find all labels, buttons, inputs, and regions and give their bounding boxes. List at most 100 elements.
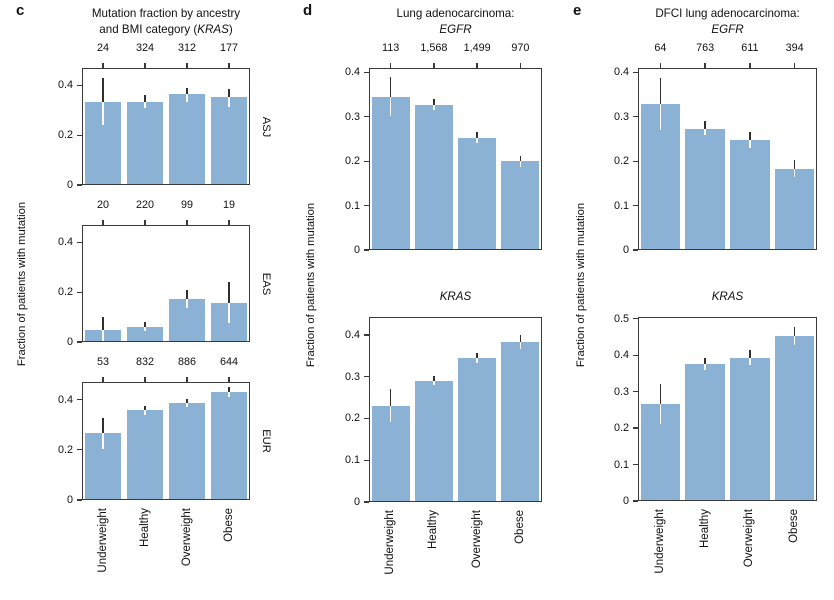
error-bar-lower (389, 405, 392, 422)
error-bar-upper (793, 326, 796, 337)
x-category-label: Obese (788, 509, 801, 543)
error-bar-upper (144, 95, 146, 102)
top-axis-tick (433, 62, 435, 68)
error-bar-upper (102, 317, 104, 330)
y-axis-tick (77, 184, 82, 186)
sample-count: 20 (96, 199, 109, 211)
y-tick-label: 0 (66, 494, 73, 506)
error-bar-lower (228, 97, 230, 107)
error-bar-upper (433, 99, 435, 105)
bar-e-kras-2 (730, 357, 770, 501)
sample-count: 394 (785, 42, 804, 54)
y-axis-tick (633, 354, 638, 356)
error-bar-upper (228, 386, 230, 393)
error-bar-lower (186, 94, 188, 102)
sample-count: 1,499 (463, 42, 491, 54)
subplot-d-kras: Underweight Healthy Overweight Obese 0 0.1 0.2… (345, 290, 542, 575)
x-category-label: Underweight (384, 510, 397, 575)
error-bar-lower (389, 96, 392, 116)
error-bar-lower (144, 410, 146, 415)
error-bar-upper (389, 76, 392, 97)
subplot-title-line: DFCI lung adenocarcinoma: (568, 6, 834, 21)
bar-d-kras-2 (458, 357, 497, 502)
error-bar-upper (519, 155, 522, 162)
x-category-label: Healthy (427, 510, 440, 549)
error-bar-upper (476, 132, 478, 138)
title-text: Lung adenocarcinoma: (396, 7, 515, 20)
error-bar-lower (144, 327, 146, 331)
y-tick-label: 0.1 (613, 458, 629, 471)
top-axis-tick (144, 219, 146, 225)
top-axis-tick (186, 62, 188, 68)
bar-c-eur-2 (168, 403, 206, 500)
top-axis-tick (144, 376, 146, 382)
error-bar-upper (144, 322, 146, 328)
bar-e-egfr-3 (774, 168, 815, 250)
y-axis-tick (364, 417, 369, 420)
y-tick-label: 0 (353, 496, 360, 508)
x-category-label: Overweight (470, 510, 483, 569)
sample-count: 99 (180, 199, 193, 211)
subplot-title-line: and BMI category (KRAS) (6, 22, 326, 37)
ancestry-side-label: EUR (260, 429, 272, 453)
gene-name: KRAS (197, 23, 229, 36)
y-tick-label: 0 (622, 495, 629, 507)
sample-count: 19 (222, 199, 235, 211)
gene-name: KRAS (711, 290, 744, 303)
error-bar-lower (186, 298, 188, 309)
error-bar-upper (102, 418, 104, 434)
top-axis-tick (519, 62, 522, 68)
subplot-title-line: EGFR (568, 22, 834, 37)
error-bar-upper (704, 121, 706, 129)
y-axis-tick (633, 391, 638, 393)
y-tick-label: 0.4 (344, 328, 360, 341)
y-tick-label: 0.4 (57, 236, 73, 249)
y-tick-label: 0.2 (344, 155, 360, 168)
y-axis-tick (77, 398, 82, 401)
sample-count: 113 (382, 42, 400, 54)
top-axis-tick (793, 62, 796, 68)
top-axis-tick (476, 62, 478, 68)
error-bar-lower (476, 137, 478, 143)
error-bar-lower (433, 104, 435, 111)
x-category-label: Underweight (96, 508, 109, 573)
y-tick-label: 0.3 (613, 110, 629, 123)
x-category-label: Healthy (138, 508, 151, 547)
y-axis-tick (364, 249, 369, 251)
sample-count: 970 (511, 42, 530, 54)
error-bar-lower (659, 404, 662, 424)
error-bar-lower (749, 139, 751, 148)
subplot-c-asj: 24 324 312 177 0 0.2 0.4 Mutation fraction by a… (58, 7, 272, 191)
x-category-label: Underweight (653, 509, 666, 574)
top-axis-tick (102, 376, 104, 382)
subplot-c-eur: 53 Underweight 832 Healthy 886 Overweight 644 O… (58, 356, 272, 573)
sample-count: 763 (696, 42, 715, 54)
bar-d-egfr-1 (414, 104, 453, 250)
error-bar-lower (186, 403, 188, 408)
subplot-e-kras: Underweight Healthy Overweight Obese 0 0.1 0.2… (614, 290, 817, 574)
error-bar-lower (228, 302, 230, 324)
sample-count: 611 (741, 42, 759, 54)
y-tick-label: 0 (66, 179, 73, 191)
bar-c-asj-3 (210, 97, 248, 185)
y-axis-tick (633, 427, 638, 429)
error-bar-upper (389, 389, 392, 406)
top-axis-tick (704, 62, 706, 68)
top-axis-tick (228, 219, 230, 225)
bar-d-egfr-2 (458, 137, 497, 250)
y-axis-tick (77, 84, 82, 87)
y-tick-label: 0.2 (57, 443, 73, 456)
subplot-title-line: EGFR (296, 22, 616, 37)
y-axis-tick (77, 291, 82, 293)
subplot-title-line: Mutation fraction by ancestry (6, 6, 326, 21)
bar-e-kras-1 (685, 364, 725, 501)
subplot-c-eas: 20 220 99 19 0 0.2 0.4 EAS (58, 199, 272, 348)
sample-count: 220 (135, 199, 154, 211)
y-tick-label: 0.3 (613, 385, 629, 398)
sample-count: 644 (219, 356, 238, 368)
top-axis-tick (228, 376, 230, 382)
error-bar-lower (793, 336, 796, 346)
gene-name: EGFR (439, 23, 472, 36)
y-axis-tick (633, 204, 638, 207)
sample-count: 1,568 (420, 42, 448, 54)
